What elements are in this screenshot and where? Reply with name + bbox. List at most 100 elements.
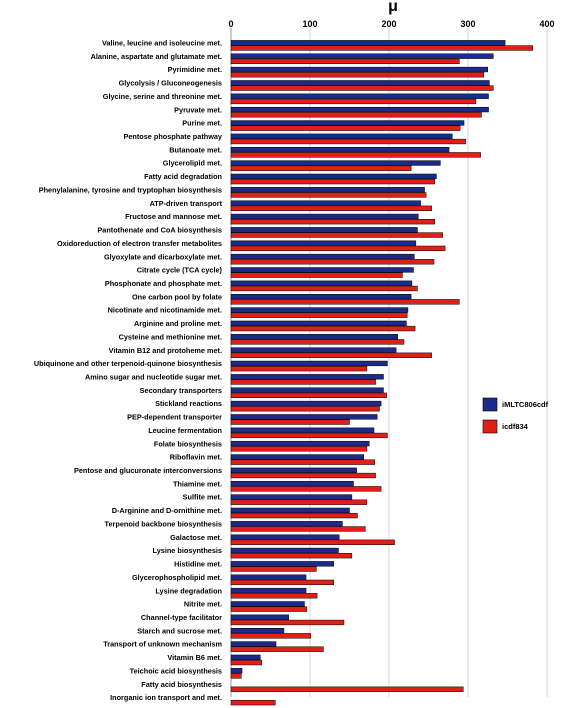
category-label: Teichoic acid biosynthesis (130, 666, 222, 675)
bar-imltc806cdf (230, 467, 357, 473)
bar-icdf834 (230, 259, 435, 265)
bar-imltc806cdf (230, 40, 506, 46)
category-label: Nicotinate and nicotinamide met. (108, 306, 222, 315)
bar-icdf834 (230, 285, 418, 292)
x-axis-ticks: 0 100 200 300 400 (228, 19, 554, 29)
bar-imltc806cdf (230, 427, 375, 433)
category-label: Terpenoid backbone biosynthesis (105, 519, 222, 528)
bar-imltc806cdf (230, 440, 370, 447)
bar-icdf834 (230, 659, 263, 666)
bar-imltc806cdf (230, 80, 490, 86)
x-tick-label: 300 (460, 19, 475, 29)
category-label: Pentose and glucuronate interconversions (74, 466, 222, 475)
category-label: Glyoxylate and dicarboxylate met. (104, 252, 222, 261)
bar-icdf834 (230, 98, 477, 105)
category-label: Fatty acid biosynthesis (141, 680, 222, 689)
bar-imltc806cdf (230, 293, 412, 300)
category-label: Galactose met. (170, 533, 222, 542)
bar-imltc806cdf (230, 374, 384, 380)
bar-imltc806cdf (230, 614, 289, 620)
category-label: Vitamin B12 and protoheme met. (109, 346, 222, 355)
bar-imltc806cdf (230, 627, 285, 634)
bar-icdf834 (230, 406, 380, 412)
category-label: Valine, leucine and isoleucine met. (102, 39, 222, 48)
bar-imltc806cdf (230, 347, 397, 353)
bar-imltc806cdf (230, 547, 339, 554)
category-label: Channel-type facilitator (141, 613, 222, 622)
category-label: Pentose phosphate pathway (123, 132, 222, 141)
bar-imltc806cdf (230, 173, 437, 180)
category-label: Pantothenate and CoA biosynthesis (97, 226, 222, 235)
bar-icdf834 (230, 512, 358, 519)
category-label: Glycolysis / Gluconeogenesis (119, 79, 222, 88)
legend: iMLTC806cdf icdf834 (482, 397, 549, 434)
category-label: Nitrite met. (184, 600, 222, 609)
category-label: Glycerophospholipid met. (132, 573, 222, 582)
category-label: Riboflavin met. (170, 453, 222, 462)
category-label: Thiamine met. (173, 479, 222, 488)
bar-icdf834 (230, 593, 318, 599)
bar-imltc806cdf (230, 227, 418, 233)
category-label: Arginine and proline met. (134, 319, 222, 328)
bar-imltc806cdf (230, 66, 488, 73)
bar-icdf834 (230, 299, 460, 305)
legend-swatch (482, 397, 498, 412)
bar-icdf834 (230, 138, 466, 145)
bar-imltc806cdf (230, 213, 419, 220)
category-label: One carbon pool by folate (132, 292, 222, 301)
bar-icdf834 (230, 352, 432, 358)
category-label: Lysine biosynthesis (153, 546, 222, 555)
bar-icdf834 (230, 45, 534, 51)
bar-imltc806cdf (230, 507, 350, 514)
category-label: Inorganic ion transport and met. (110, 693, 222, 702)
category-label: Alanine, aspartate and glutamate met. (91, 52, 222, 61)
category-label: Amino sugar and nucleotide sugar met. (85, 373, 222, 382)
category-label: Citrate cycle (TCA cycle) (137, 266, 223, 275)
bar-icdf834 (230, 392, 387, 399)
bar-imltc806cdf (230, 360, 388, 367)
bar-imltc806cdf (230, 307, 409, 313)
legend-swatch (482, 419, 498, 434)
bar-imltc806cdf (230, 387, 384, 393)
category-label: Vitamin B6 met. (167, 653, 222, 662)
bar-icdf834 (230, 619, 345, 626)
bar-imltc806cdf (230, 93, 489, 99)
bar-icdf834 (230, 486, 382, 492)
bar-icdf834 (230, 219, 436, 225)
category-label: Histidine met. (174, 560, 222, 569)
bar-icdf834 (230, 178, 436, 185)
bar-icdf834 (230, 459, 376, 465)
category-label: Ubiquinone and other terpenoid-quinone b… (34, 359, 222, 368)
bar-icdf834 (230, 379, 376, 385)
category-label: Glycerolipid met. (163, 159, 222, 168)
bar-imltc806cdf (230, 320, 407, 327)
category-label: ATP-driven transport (150, 199, 223, 208)
bar-icdf834 (230, 125, 461, 131)
bar-icdf834 (230, 472, 376, 479)
bar-imltc806cdf (230, 668, 243, 674)
category-label: Sulfite met. (183, 493, 222, 502)
category-label: Phosphonate and phosphate met. (105, 279, 222, 288)
bar-imltc806cdf (230, 120, 465, 126)
bar-imltc806cdf (230, 253, 415, 260)
bar-imltc806cdf (230, 147, 450, 153)
category-label: Fatty acid degradation (144, 172, 222, 181)
category-label: D-Arginine and D-ornithine met. (112, 506, 222, 515)
bar-imltc806cdf (230, 587, 307, 594)
chart-title: μ (388, 0, 398, 15)
bar-icdf834 (230, 606, 308, 612)
bar-icdf834 (230, 673, 242, 679)
bar-icdf834 (230, 192, 427, 198)
bar-imltc806cdf (230, 494, 353, 500)
bar-imltc806cdf (230, 481, 354, 487)
x-tick-label: 100 (302, 19, 317, 29)
bar-imltc806cdf (230, 160, 441, 166)
x-tick-label: 0 (228, 19, 233, 29)
bar-icdf834 (230, 72, 485, 78)
bar-imltc806cdf (230, 53, 494, 59)
x-tick-label: 400 (539, 19, 554, 29)
category-label: Pyruvate met. (174, 105, 222, 114)
bar-icdf834 (230, 432, 388, 439)
bar-icdf834 (230, 165, 412, 171)
category-label: Cysteine and methionine met. (119, 332, 222, 341)
